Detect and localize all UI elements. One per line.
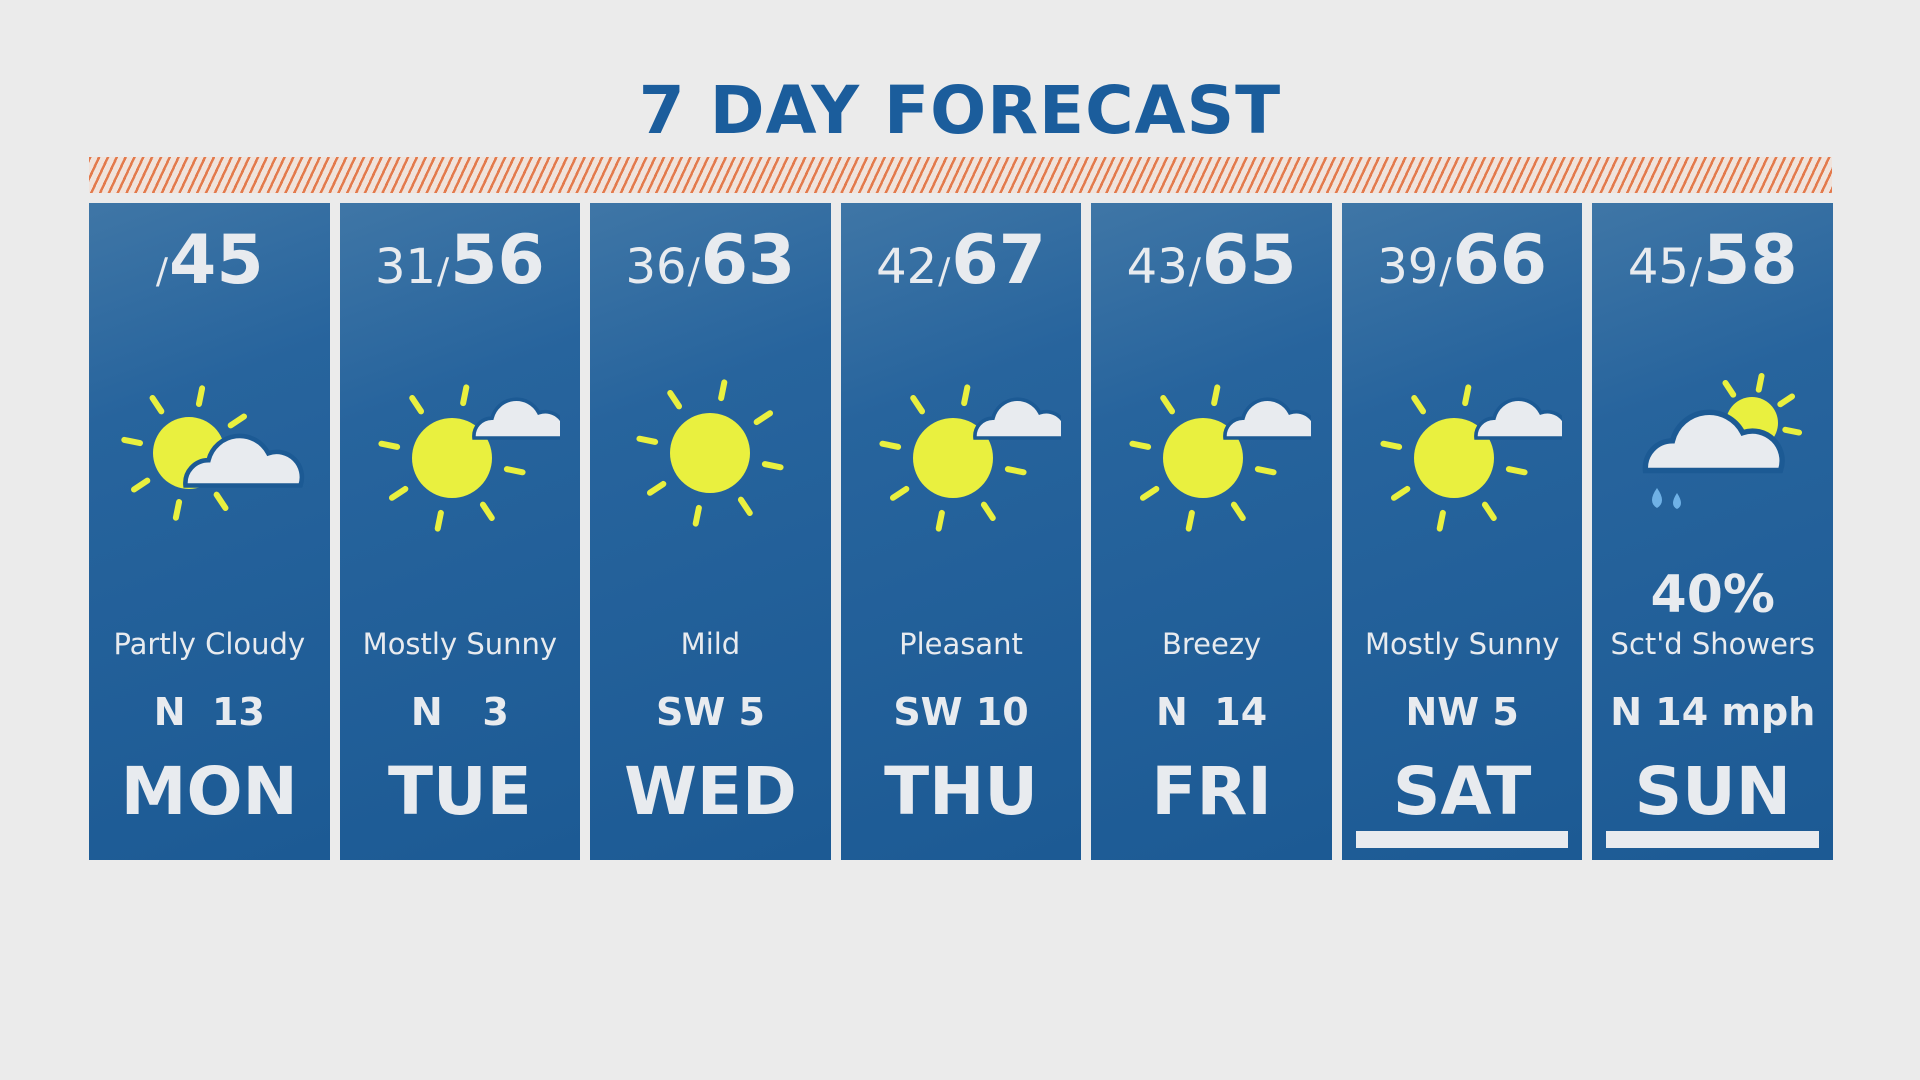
temperatures: 39/66 xyxy=(1342,221,1583,300)
temperatures: 43/65 xyxy=(1091,221,1332,300)
low-temp: 39 xyxy=(1377,239,1439,295)
temperatures: 36/63 xyxy=(590,221,831,300)
day-label: THU xyxy=(884,753,1038,830)
condition-text: Sct'd Showers xyxy=(1610,627,1815,661)
mostly-sunny-icon xyxy=(861,363,1068,533)
high-temp: 45 xyxy=(169,221,264,300)
day-label: WED xyxy=(624,753,797,830)
temp-separator: / xyxy=(437,251,450,292)
low-temp: 36 xyxy=(625,239,687,295)
condition-text: Pleasant xyxy=(899,627,1023,661)
high-temp: 58 xyxy=(1703,221,1798,300)
temp-separator: / xyxy=(1188,251,1201,292)
day-label: TUE xyxy=(388,753,532,830)
temperatures: 42/67 xyxy=(841,221,1082,300)
day-column-tue: 31/56 Mostly Sunny N 3 TUE xyxy=(339,203,581,860)
temp-separator: / xyxy=(687,251,700,292)
wind-text: N 3 xyxy=(410,690,509,734)
day-column-thu: 42/67 Pleasant SW 10 THU xyxy=(840,203,1082,860)
day-label: SUN xyxy=(1634,753,1791,830)
temperatures: 31/56 xyxy=(340,221,581,300)
mostly-sunny-icon xyxy=(1362,363,1569,533)
day-label: MON xyxy=(120,753,298,830)
temperatures: /45 xyxy=(89,221,330,300)
low-temp: 43 xyxy=(1126,239,1188,295)
low-temp: 42 xyxy=(876,239,938,295)
wind-text: SW 10 xyxy=(893,690,1029,734)
high-temp: 67 xyxy=(951,221,1046,300)
precip-chance: 40% xyxy=(1650,565,1775,625)
day-column-wed: 36/63 Mild SW 5 WED xyxy=(590,203,831,860)
day-column-sun: 45/58 40% Sct'd Showers N 14 mph SUN xyxy=(1592,203,1834,860)
day-column-mon: /45 Partly Cloudy N 13 MON xyxy=(89,203,330,860)
hatch-divider xyxy=(89,157,1832,193)
forecast-columns: /45 Partly Cloudy N 13 MON 31/56 Mostly … xyxy=(89,203,1834,860)
temp-separator: / xyxy=(155,251,169,292)
day-label: SAT xyxy=(1392,753,1532,830)
temp-separator: / xyxy=(1439,251,1452,292)
high-temp: 56 xyxy=(450,221,545,300)
temp-separator: / xyxy=(938,251,951,292)
condition-text: Mild xyxy=(680,627,741,661)
wind-text: N 14 mph xyxy=(1610,690,1816,734)
day-column-sat: 39/66 Mostly Sunny NW 5 SAT xyxy=(1341,203,1583,860)
mostly-sunny-icon xyxy=(1111,363,1319,533)
wind-text: N 14 xyxy=(1156,690,1268,734)
low-temp: 31 xyxy=(374,239,437,295)
high-temp: 66 xyxy=(1452,221,1548,300)
condition-text: Mostly Sunny xyxy=(1364,627,1560,661)
day-column-fri: 43/65 Breezy N 14 FRI xyxy=(1091,203,1332,860)
wind-text: N 13 xyxy=(153,690,265,734)
temp-separator: / xyxy=(1689,251,1703,292)
weekend-underline xyxy=(1606,831,1820,848)
condition-text: Breezy xyxy=(1161,627,1262,661)
wind-text: NW 5 xyxy=(1405,690,1519,734)
mostly-sunny-icon xyxy=(360,363,567,533)
wind-text: SW 5 xyxy=(655,690,765,734)
low-temp: 45 xyxy=(1627,239,1689,295)
condition-text: Partly Cloudy xyxy=(113,627,306,661)
day-label: FRI xyxy=(1151,753,1272,830)
page-title: 7 DAY FORECAST xyxy=(638,72,1282,149)
temperatures: 45/58 xyxy=(1592,221,1833,300)
weekend-underline xyxy=(1355,831,1569,848)
condition-text: Mostly Sunny xyxy=(362,627,558,661)
partly-cloudy-icon xyxy=(109,363,309,533)
sunny-icon xyxy=(610,363,810,533)
high-temp: 63 xyxy=(700,221,796,300)
showers-icon xyxy=(1612,363,1812,533)
high-temp: 65 xyxy=(1201,221,1297,300)
